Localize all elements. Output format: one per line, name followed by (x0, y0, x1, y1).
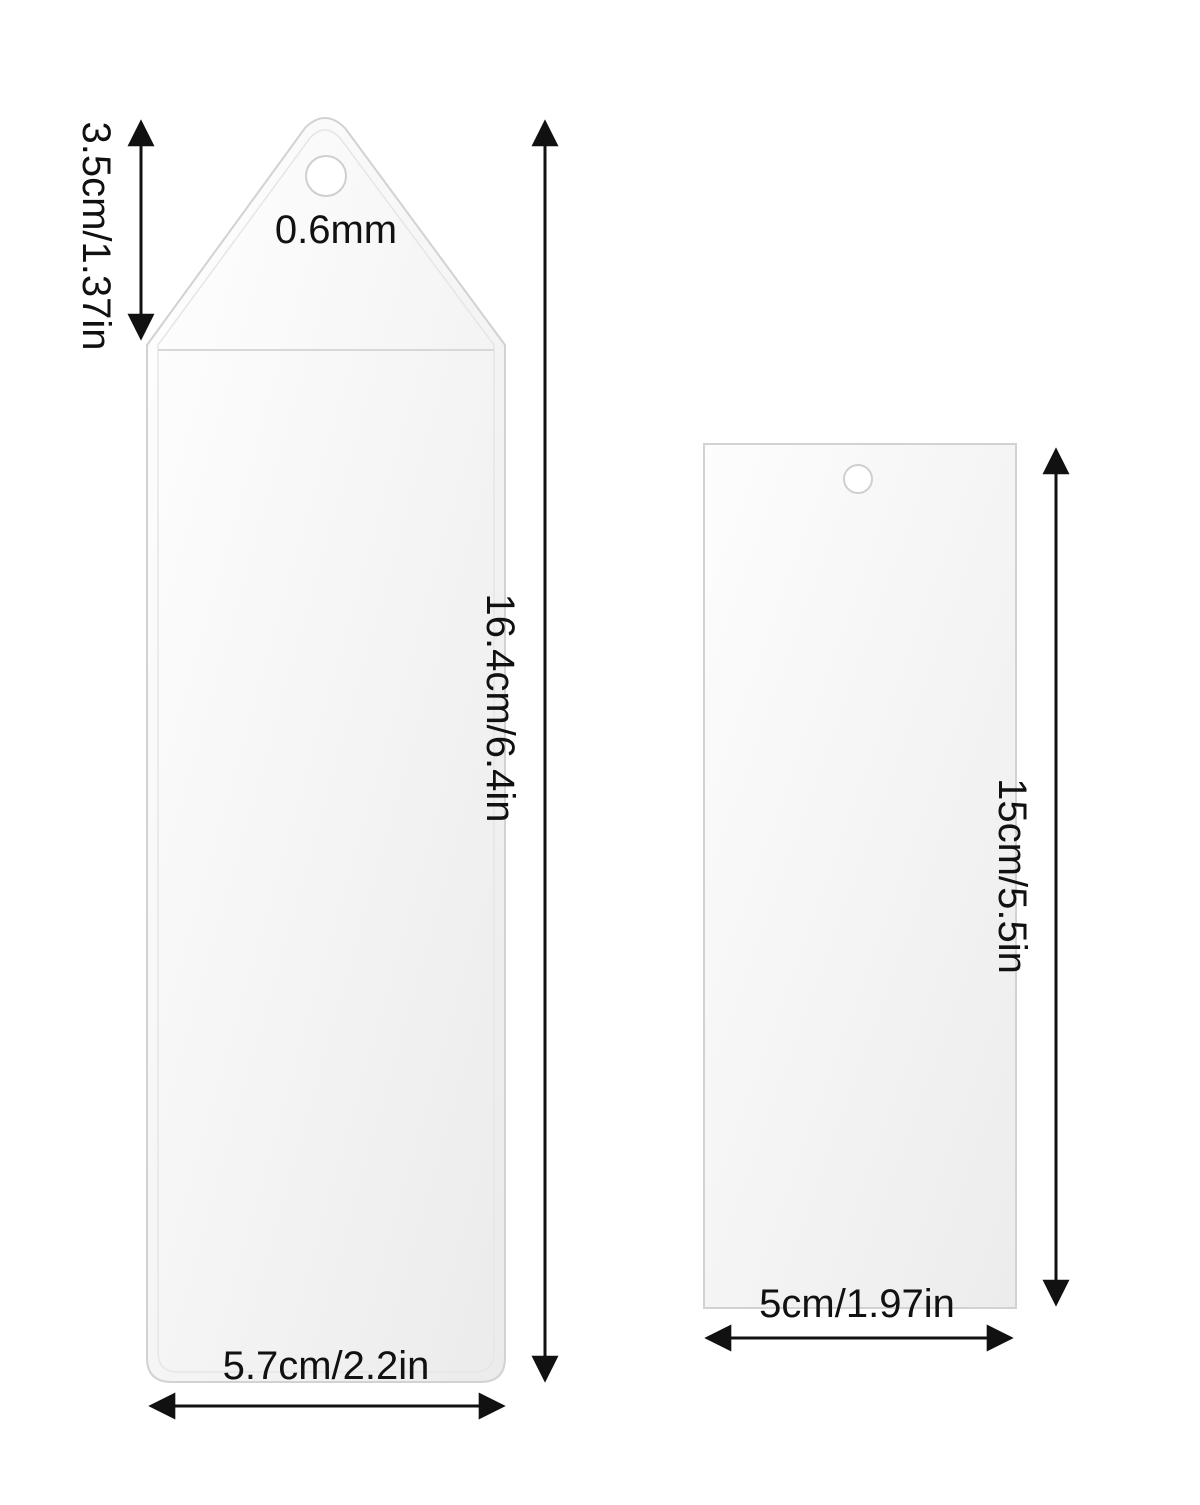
sleeve-width-label: 5.7cm/2.2in (223, 1346, 430, 1386)
hole-size-label: 0.6mm (275, 210, 397, 250)
sleeve-height-label: 16.4cm/6.4in (480, 593, 520, 822)
insert-height-label: 15cm/5.5in (992, 778, 1032, 974)
insert-hole (844, 465, 872, 493)
sleeve-bookmark (147, 118, 505, 1382)
sleeve-outline (147, 118, 505, 1382)
insert-width-label: 5cm/1.97in (759, 1284, 955, 1324)
insert-card (704, 444, 1016, 1308)
insert-outline (704, 444, 1016, 1308)
point-height-label: 3.5cm/1.37in (76, 121, 116, 350)
sleeve-hole (306, 156, 346, 196)
